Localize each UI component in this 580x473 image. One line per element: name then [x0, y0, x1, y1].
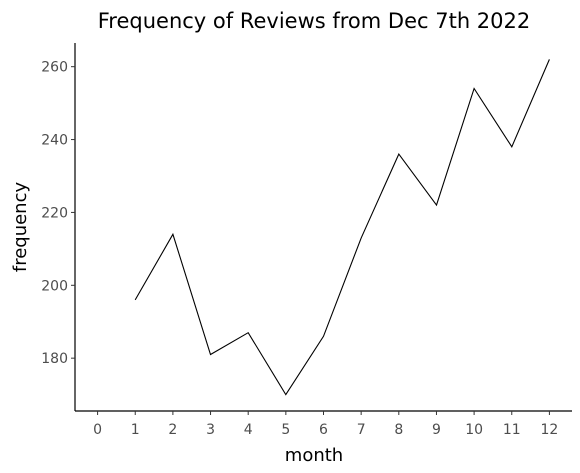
y-tick-label: 180 [41, 351, 68, 367]
x-axis-label: month [285, 445, 343, 466]
x-tick-label: 0 [93, 422, 102, 438]
x-tick-label: 8 [394, 422, 403, 438]
x-tick-label: 6 [319, 422, 328, 438]
x-tick-label: 5 [281, 422, 290, 438]
x-tick-label: 10 [465, 422, 483, 438]
x-tick-label: 2 [168, 422, 177, 438]
y-axis-label: frequency [10, 182, 31, 273]
y-tick-label: 260 [41, 60, 68, 76]
y-tick-label: 240 [41, 133, 68, 149]
series-line [134, 59, 550, 396]
chart-title: Frequency of Reviews from Dec 7th 2022 [98, 9, 531, 33]
x-tick-label: 12 [540, 422, 558, 438]
x-tick-label: 11 [503, 422, 521, 438]
x-tick-label: 7 [357, 422, 366, 438]
x-tick-label: 3 [206, 422, 215, 438]
y-tick-label: 200 [41, 278, 68, 294]
x-tick-label: 9 [432, 422, 441, 438]
y-tick-label: 220 [41, 205, 68, 221]
x-tick-label: 4 [244, 422, 253, 438]
x-tick-label: 1 [131, 422, 140, 438]
